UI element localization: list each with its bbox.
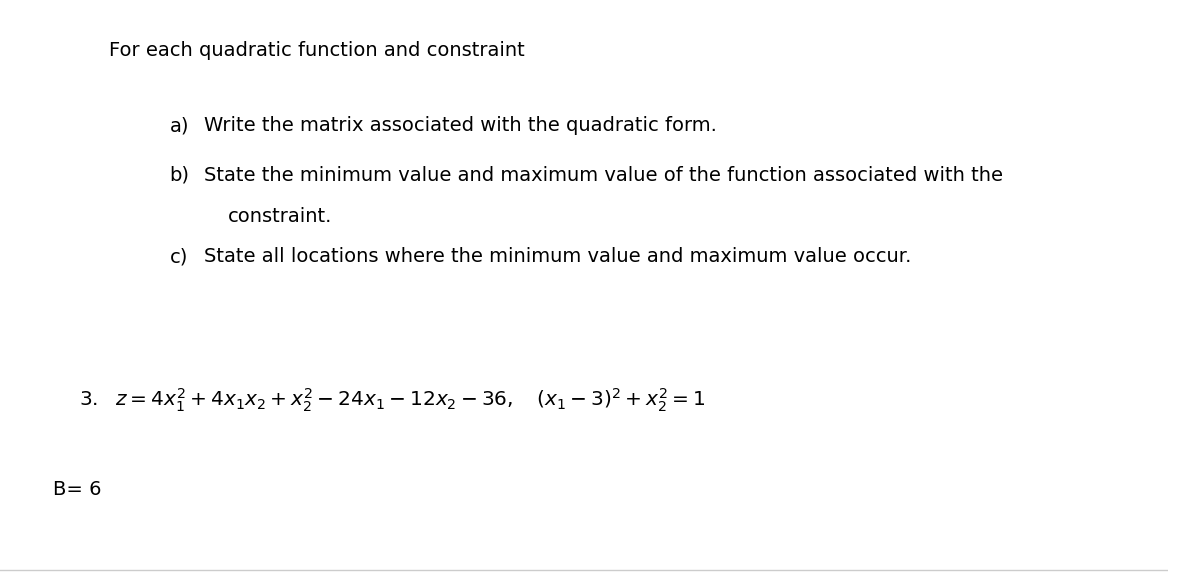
Text: constraint.: constraint. [228,207,332,226]
Text: b): b) [169,166,190,185]
Text: B= 6: B= 6 [53,480,101,499]
Text: $3.\ \ z = 4x_1^2 + 4x_1x_2 + x_2^2 - 24x_1 - 12x_2 - 36,$$\quad (x_1 - 3)^2 + x: $3.\ \ z = 4x_1^2 + 4x_1x_2 + x_2^2 - 24… [79,387,706,414]
Text: For each quadratic function and constraint: For each quadratic function and constrai… [109,41,524,60]
Text: State all locations where the minimum value and maximum value occur.: State all locations where the minimum va… [204,247,912,267]
Text: Write the matrix associated with the quadratic form.: Write the matrix associated with the qua… [204,116,718,136]
Text: a): a) [169,116,188,136]
Text: State the minimum value and maximum value of the function associated with the: State the minimum value and maximum valu… [204,166,1003,185]
Text: c): c) [169,247,187,267]
